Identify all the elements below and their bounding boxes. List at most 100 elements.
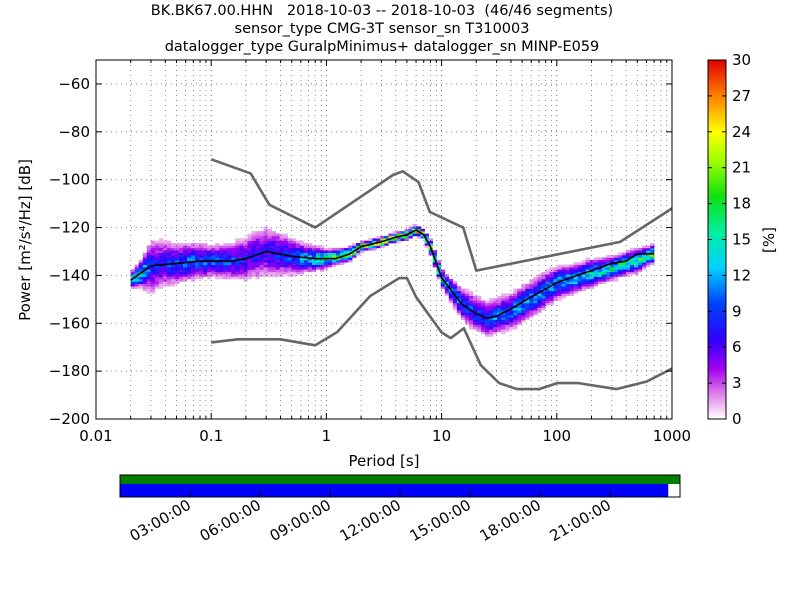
density-cell xyxy=(605,269,611,273)
density-cell xyxy=(174,264,180,268)
colorbar-tick-label: 18 xyxy=(732,195,751,213)
psd-density-cells xyxy=(130,223,655,337)
density-cell xyxy=(517,305,522,309)
density-cell xyxy=(476,305,482,309)
density-cell xyxy=(299,271,305,275)
density-cell xyxy=(424,233,429,237)
density-cell xyxy=(646,262,651,265)
density-cell xyxy=(162,281,168,285)
density-cell xyxy=(497,300,502,304)
density-cell xyxy=(142,262,148,265)
density-cell xyxy=(179,250,184,253)
density-cell xyxy=(243,245,248,249)
density-cell xyxy=(311,259,317,263)
density-cell xyxy=(646,245,651,249)
density-cell xyxy=(239,250,244,253)
density-cell xyxy=(505,300,510,304)
density-cell xyxy=(170,247,176,251)
density-cell xyxy=(259,240,264,244)
density-cell xyxy=(638,264,643,268)
density-cell xyxy=(279,267,284,270)
density-cell xyxy=(464,300,470,304)
density-cell xyxy=(642,264,647,268)
density-cell xyxy=(444,286,450,289)
density-cell xyxy=(557,283,562,287)
density-cell xyxy=(497,317,502,320)
density-cell xyxy=(537,278,542,282)
density-cell xyxy=(513,295,518,299)
density-cell xyxy=(227,257,232,261)
density-cell xyxy=(263,262,268,265)
density-cell xyxy=(295,240,301,244)
density-cell xyxy=(521,290,526,294)
density-cell xyxy=(239,269,244,273)
density-cell xyxy=(452,298,458,301)
density-cell xyxy=(617,269,623,273)
density-cell xyxy=(489,312,494,316)
density-cell xyxy=(444,278,450,282)
density-cell xyxy=(573,286,578,289)
density-cell xyxy=(533,283,538,287)
density-cell xyxy=(259,255,264,258)
density-cell xyxy=(605,262,611,265)
density-cell xyxy=(195,243,200,246)
density-cell xyxy=(142,255,148,258)
density-cell xyxy=(392,240,397,244)
density-cell xyxy=(650,243,655,246)
density-cell xyxy=(179,278,184,282)
density-cell xyxy=(130,274,136,277)
density-cell xyxy=(239,264,244,268)
density-cell xyxy=(235,240,240,244)
density-cell xyxy=(557,278,562,282)
density-cell xyxy=(577,262,582,265)
density-cell xyxy=(275,235,280,239)
density-cell xyxy=(621,252,627,256)
density-cell xyxy=(436,276,442,280)
density-cell xyxy=(642,267,647,270)
density-cell xyxy=(150,290,156,294)
density-cell xyxy=(529,312,534,316)
density-cell xyxy=(207,247,212,251)
density-cell xyxy=(613,255,619,258)
density-cell xyxy=(629,267,635,270)
density-cell xyxy=(287,274,293,277)
density-cell xyxy=(561,264,566,268)
density-cell xyxy=(629,264,635,268)
density-cell xyxy=(396,233,401,237)
density-cell xyxy=(219,262,224,265)
density-cell xyxy=(154,243,160,246)
density-cell xyxy=(150,283,156,287)
density-cell xyxy=(283,245,289,249)
density-cell xyxy=(509,300,514,304)
density-cell xyxy=(271,250,276,253)
density-cell xyxy=(130,278,136,282)
density-cell xyxy=(255,250,260,253)
density-cell xyxy=(142,283,148,287)
density-cell xyxy=(493,302,498,306)
density-cell xyxy=(340,262,345,265)
density-cell xyxy=(279,257,284,261)
density-cell xyxy=(174,255,180,258)
density-cell xyxy=(501,331,506,335)
density-cell xyxy=(179,271,184,275)
density-cell xyxy=(187,245,192,249)
density-cell xyxy=(315,259,321,263)
density-cell xyxy=(408,235,413,239)
colorbar-tick-label: 24 xyxy=(732,123,751,141)
density-cell xyxy=(174,269,180,273)
density-cell xyxy=(634,259,639,263)
density-cell xyxy=(541,281,546,285)
density-cell xyxy=(207,276,212,280)
density-cell xyxy=(247,245,252,249)
density-cell xyxy=(279,255,284,258)
density-cell xyxy=(239,238,244,241)
density-cell xyxy=(593,283,599,287)
density-cell xyxy=(311,262,317,265)
density-cell xyxy=(271,262,276,265)
y-tick-label: −200 xyxy=(49,410,90,428)
density-cell xyxy=(545,302,550,306)
density-cell xyxy=(150,255,156,258)
density-cell xyxy=(162,259,168,263)
density-cell xyxy=(557,295,562,299)
density-cell xyxy=(613,267,619,270)
